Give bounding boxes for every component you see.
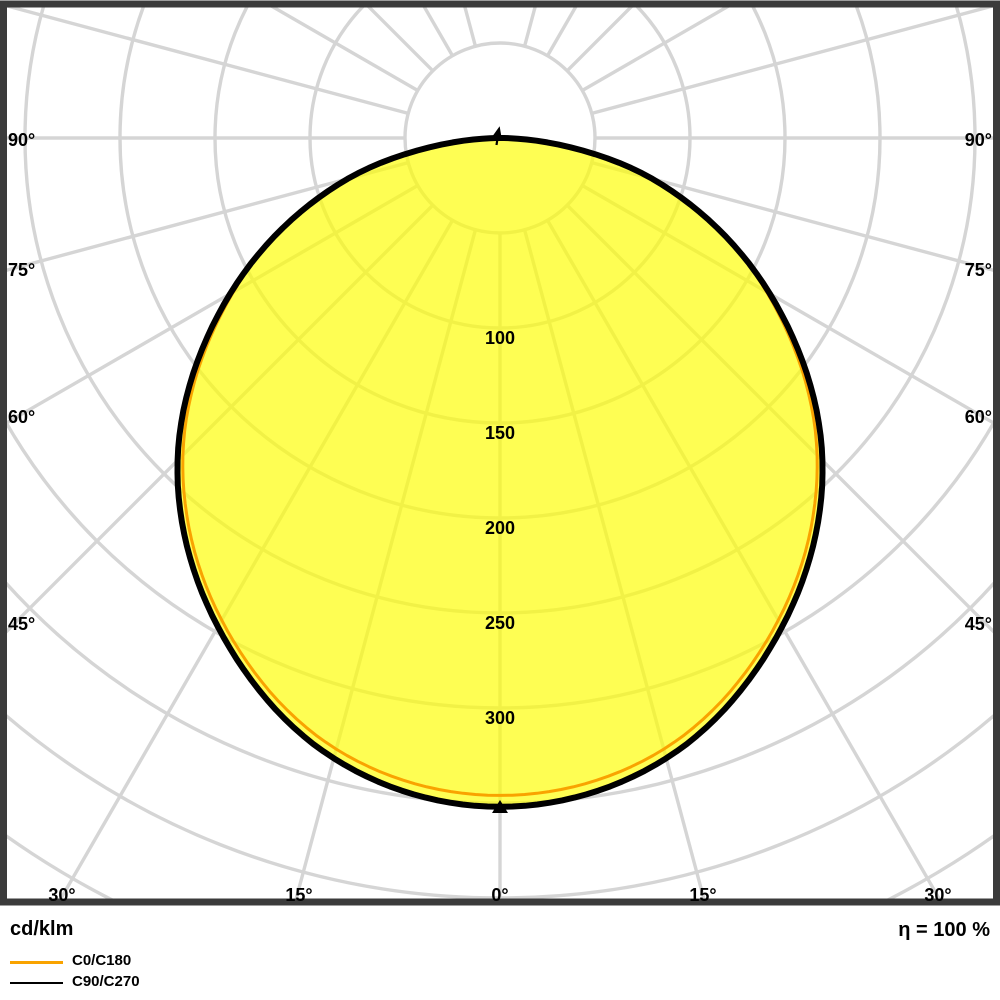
ring-label-150: 150 — [485, 423, 515, 443]
angle-label-3-45deg: 45° — [8, 614, 35, 634]
unit-label: cd/klm — [10, 918, 74, 940]
ring-label-200: 200 — [485, 518, 515, 538]
angle-label-11-75deg: 75° — [965, 260, 992, 280]
plot-border — [0, 0, 1000, 906]
curve-marker-tick-arrow-top — [491, 126, 502, 146]
legend-label-c0-c180: C0/C180 — [72, 952, 132, 969]
angle-label-6-0deg: 0° — [491, 885, 508, 905]
angle-label-1-75deg: 75° — [8, 260, 35, 280]
angle-label-0-90deg: 90° — [8, 130, 35, 150]
distribution-fill — [177, 138, 823, 807]
ring-label-100: 100 — [485, 328, 515, 348]
angle-label-9-45deg: 45° — [965, 614, 992, 634]
angle-label-8-30deg: 30° — [924, 885, 951, 905]
legend-line-c0-c180-icon — [10, 961, 63, 964]
legend-label-c90-c270: C90/C270 — [72, 973, 140, 990]
axis-labels: 100 150 200 250 300 90° 75° 60° 45° 30° 15° 0° 15° 30… — [8, 130, 992, 905]
curve-c90-c270 — [174, 135, 826, 810]
angle-label-2-60deg: 60° — [8, 407, 35, 427]
angle-label-5-15deg: 15° — [285, 885, 312, 905]
angle-label-10-60deg: 60° — [965, 407, 992, 427]
intensity-curves — [174, 126, 826, 813]
ring-label-300: 300 — [485, 708, 515, 728]
ring-label-250: 250 — [485, 613, 515, 633]
curve-marker-notch-bottom — [492, 800, 508, 813]
efficiency-label: η = 100 % — [898, 919, 990, 941]
angle-label-7-15deg: 15° — [689, 885, 716, 905]
angle-label-4-30deg: 30° — [48, 885, 75, 905]
angle-label-12-90deg: 90° — [965, 130, 992, 150]
legend-line-c90-c270-icon — [10, 982, 63, 984]
